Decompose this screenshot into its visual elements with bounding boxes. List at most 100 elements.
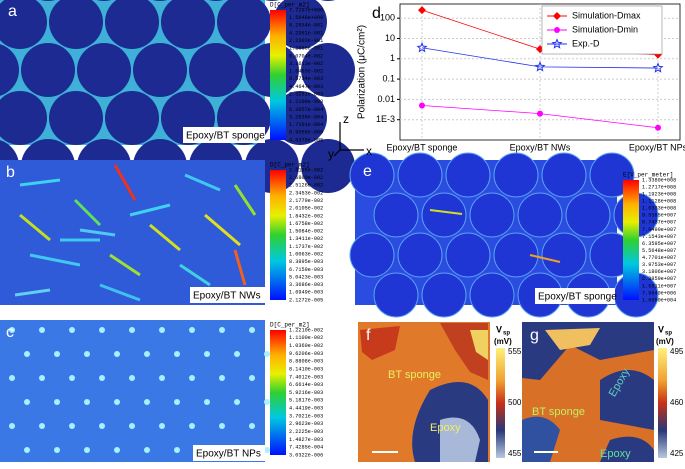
sphere-outline <box>541 152 587 198</box>
particle <box>84 399 90 405</box>
sphere <box>301 43 355 97</box>
axis-arrow <box>333 149 341 157</box>
colorbar-label: 425 <box>670 449 684 458</box>
sphere <box>152 0 168 1</box>
particle <box>129 375 135 381</box>
region <box>545 328 600 350</box>
colorbar-label: 1.6949e-003 <box>289 290 323 296</box>
particle <box>99 423 105 429</box>
particle <box>114 447 120 453</box>
region <box>600 436 654 462</box>
colorbar-label: 2.6800e-002 <box>289 175 323 181</box>
particle <box>159 375 165 381</box>
colorbar-label: 1.1128e+008 <box>642 199 676 205</box>
panel-letter: g <box>530 327 539 344</box>
sphere <box>105 91 159 145</box>
particle <box>204 399 210 405</box>
y-tick-label: 0.01 <box>377 94 395 104</box>
sphere <box>161 0 215 49</box>
colorbar-label: 6.3057e-004 <box>289 107 323 113</box>
sphere <box>208 0 224 1</box>
colorbar-unit: (mV) <box>494 337 512 346</box>
region <box>600 370 654 430</box>
colorbar-label: 5.1817e-003 <box>289 398 323 404</box>
particle <box>219 375 225 381</box>
colorbar-label: 4.7701e+007 <box>642 255 676 261</box>
particle <box>54 351 60 357</box>
marker <box>554 27 560 33</box>
sphere <box>217 0 271 49</box>
image-c <box>0 320 265 462</box>
colorbar-title: V <box>496 324 502 334</box>
colorbar-label: 6.6614e-003 <box>289 382 323 388</box>
legend-label: Exp.-D <box>572 38 600 48</box>
colorbar-label: 5.0423e-003 <box>289 274 323 280</box>
nanowire <box>99 283 141 302</box>
colorbar-label: 3.9753e+007 <box>642 262 676 268</box>
legend-label: Simulation-Dmax <box>572 10 641 20</box>
nanowire <box>129 203 171 217</box>
particle <box>264 351 270 357</box>
colorbar-label: 495 <box>670 347 684 356</box>
colorbar-label: 2.1779e-002 <box>289 198 323 204</box>
colorbar-label: 5.9216e-003 <box>289 390 323 396</box>
panel-letter: e <box>363 163 372 180</box>
particle <box>24 399 30 405</box>
sphere-outline <box>445 232 491 278</box>
marker <box>655 124 661 131</box>
colorbar-title: D[C_per_m2] <box>270 2 310 9</box>
sphere-outline <box>397 232 443 278</box>
particle <box>99 375 105 381</box>
particle <box>159 327 165 333</box>
colorbar-title: V <box>658 324 664 334</box>
y-tick-label: 1E-3 <box>376 114 395 124</box>
sphere <box>21 43 75 97</box>
particle <box>39 423 45 429</box>
marker <box>537 110 543 117</box>
colorbar <box>623 180 639 300</box>
colorbar-label: 8.9058e-005 <box>289 130 323 136</box>
colorbar-title: D[C_per_m2] <box>270 162 310 169</box>
sphere <box>49 0 103 49</box>
colorbar-label: 5.5648e+007 <box>642 248 676 254</box>
colorbar-label: 3.1806e+007 <box>642 269 676 275</box>
sphere-outline <box>445 152 491 198</box>
hotspot <box>429 209 463 215</box>
particle <box>24 351 30 357</box>
label-box <box>183 127 265 143</box>
sphere-outline <box>493 152 539 198</box>
region <box>470 330 488 360</box>
particle <box>249 327 255 333</box>
sphere <box>40 0 56 1</box>
particle <box>54 399 60 405</box>
sphere <box>0 0 47 49</box>
y-axis-label: Polarization (μC/cm²) <box>357 25 368 119</box>
marker <box>416 41 428 53</box>
particle <box>9 375 15 381</box>
colorbar-label: 7.4285e-004 <box>289 445 323 451</box>
colorbar <box>270 10 286 140</box>
particle <box>9 423 15 429</box>
panel-label: Epoxy/BT sponge <box>538 292 617 303</box>
labels: a b c d e f g Epoxy/BT sponge Epoxy/BT NWs Epoxy/… <box>6 2 685 461</box>
x-tick-label: Epoxy/BT NWs <box>510 142 571 152</box>
region <box>522 416 560 462</box>
marker <box>553 12 561 20</box>
particle <box>249 423 255 429</box>
nanowire <box>19 213 51 242</box>
particle <box>189 327 195 333</box>
nanowire <box>19 178 61 187</box>
nanowire <box>149 223 181 252</box>
colorbar-label: 2.9623e-003 <box>289 421 323 427</box>
colorbar-label: 2.5126e-002 <box>289 183 323 189</box>
particle <box>9 327 15 333</box>
colorbar-label: 1.5048e+000 <box>289 15 323 21</box>
sphere-outline <box>349 232 395 278</box>
colorbar-label: 2.0105e-002 <box>289 206 323 212</box>
marker <box>419 102 425 109</box>
y-tick-label: 10 <box>385 33 395 43</box>
particle <box>129 327 135 333</box>
sphere-outline <box>517 192 563 238</box>
marker <box>534 61 546 72</box>
